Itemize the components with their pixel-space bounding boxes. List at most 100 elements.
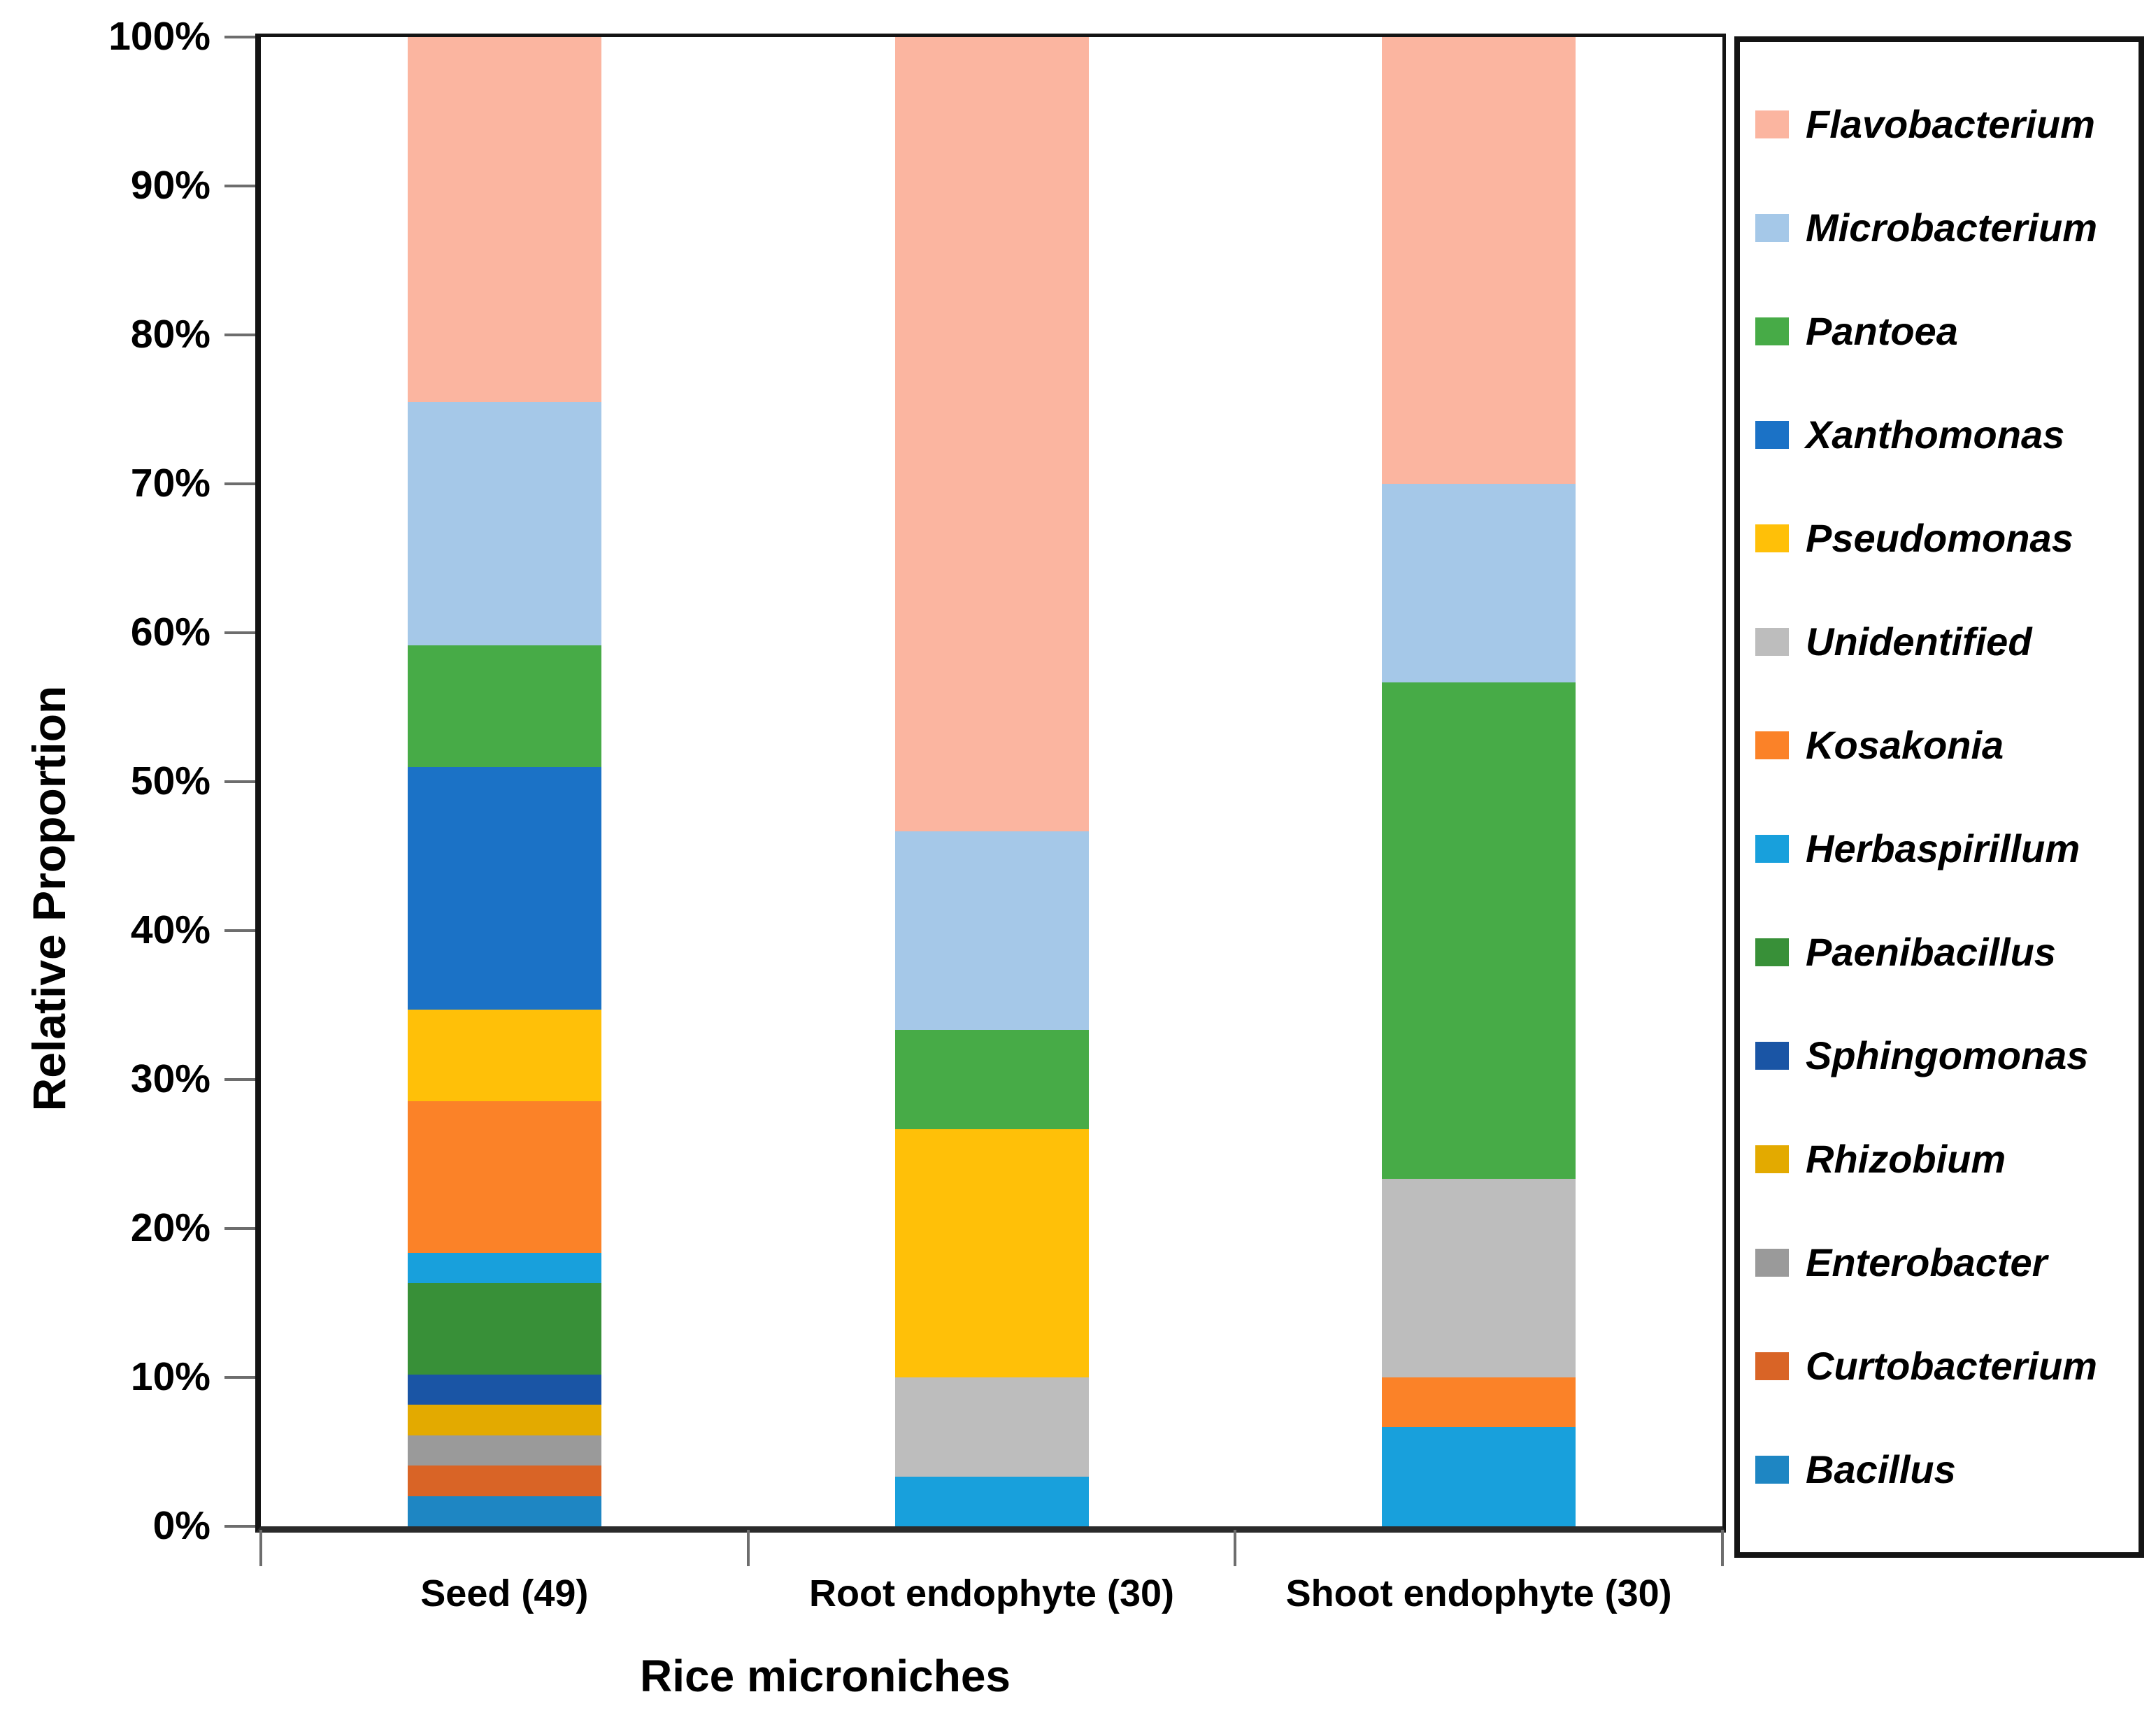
legend-swatch-enterobacter	[1755, 1249, 1789, 1277]
y-tick-label: 20%	[130, 1205, 210, 1250]
legend-item-paenibacillus: Paenibacillus	[1755, 931, 2139, 973]
legend-swatch-pseudomonas	[1755, 524, 1789, 552]
y-tick	[224, 780, 255, 783]
y-tick-label: 80%	[130, 312, 210, 357]
bar-segment-kosakonia	[407, 1101, 601, 1253]
legend-label-microbacterium: Microbacterium	[1806, 206, 2097, 250]
y-tick	[224, 929, 255, 932]
plot-area	[255, 34, 1726, 1533]
legend-item-microbacterium: Microbacterium	[1755, 207, 2139, 249]
legend-swatch-unidentified	[1755, 628, 1789, 656]
y-tick-label: 90%	[130, 163, 210, 208]
x-axis-title: Rice microniches	[640, 1651, 1011, 1701]
y-tick	[224, 1227, 255, 1230]
bar-segment-paenibacillus	[407, 1283, 601, 1375]
legend-label-pantoea: Pantoea	[1806, 309, 1958, 353]
y-tick-label: 10%	[130, 1354, 210, 1399]
y-tick-label: 0%	[152, 1503, 210, 1548]
x-category-label-root-endophyte-30-: Root endophyte (30)	[809, 1572, 1174, 1614]
x-tick	[1234, 1530, 1237, 1566]
legend-item-kosakonia: Kosakonia	[1755, 724, 2139, 766]
legend-box: Flavobacterium Microbacterium Pantoea Xanth…	[1734, 36, 2144, 1558]
x-tick	[259, 1530, 262, 1566]
y-tick	[224, 185, 255, 187]
bar-seed-49-	[407, 37, 601, 1526]
legend-swatch-flavobacterium	[1755, 110, 1789, 138]
legend-swatch-curtobacterium	[1755, 1352, 1789, 1380]
bar-segment-unidentified	[1382, 1179, 1576, 1377]
y-tick	[224, 1525, 255, 1528]
y-tick-label: 40%	[130, 908, 210, 952]
legend-label-unidentified: Unidentified	[1806, 619, 2032, 664]
y-tick-label: 30%	[130, 1056, 210, 1101]
y-tick-label: 60%	[130, 610, 210, 654]
legend-swatch-pantoea	[1755, 317, 1789, 345]
x-category-label-shoot-endophyte-30-: Shoot endophyte (30)	[1285, 1572, 1672, 1614]
legend-item-pseudomonas: Pseudomonas	[1755, 517, 2139, 559]
bar-segment-pantoea	[1382, 682, 1576, 1180]
bar-segment-pantoea	[407, 645, 601, 767]
x-tick	[746, 1530, 750, 1566]
bar-segment-pseudomonas	[407, 1010, 601, 1101]
y-tick-label: 70%	[130, 461, 210, 506]
legend-label-kosakonia: Kosakonia	[1806, 723, 2004, 767]
legend-item-rhizobium: Rhizobium	[1755, 1138, 2139, 1180]
legend-label-flavobacterium: Flavobacterium	[1806, 102, 2095, 146]
legend-item-flavobacterium: Flavobacterium	[1755, 103, 2139, 145]
legend-swatch-herbaspirillum	[1755, 835, 1789, 863]
bar-segment-unidentified	[894, 1377, 1089, 1477]
legend-swatch-paenibacillus	[1755, 938, 1789, 966]
bar-segment-flavobacterium	[407, 37, 601, 402]
bar-segment-rhizobium	[407, 1405, 601, 1435]
legend-label-herbaspirillum: Herbaspirillum	[1806, 826, 2080, 870]
legend-swatch-bacillus	[1755, 1456, 1789, 1484]
bar-segment-herbaspirillum	[1382, 1426, 1576, 1526]
y-axis-title: Relative Proportion	[23, 685, 75, 1112]
bar-segment-bacillus	[407, 1496, 601, 1526]
legend-label-enterobacter: Enterobacter	[1806, 1240, 2048, 1284]
y-tick-label: 50%	[130, 759, 210, 803]
legend-swatch-sphingomonas	[1755, 1042, 1789, 1070]
legend-item-bacillus: Bacillus	[1755, 1449, 2139, 1491]
y-tick	[224, 1078, 255, 1081]
y-tick	[224, 631, 255, 634]
bar-segment-sphingomonas	[407, 1374, 601, 1405]
legend-item-sphingomonas: Sphingomonas	[1755, 1035, 2139, 1077]
legend-swatch-kosakonia	[1755, 731, 1789, 759]
bar-segment-pseudomonas	[894, 1128, 1089, 1377]
bar-segment-microbacterium	[894, 831, 1089, 1030]
bar-segment-kosakonia	[1382, 1377, 1576, 1427]
y-tick	[224, 1376, 255, 1379]
legend-label-sphingomonas: Sphingomonas	[1806, 1033, 2089, 1077]
bar-segment-flavobacterium	[1382, 37, 1576, 485]
y-tick	[224, 482, 255, 485]
bar-root-endophyte-30-	[894, 37, 1089, 1526]
legend-swatch-rhizobium	[1755, 1145, 1789, 1173]
legend-item-pantoea: Pantoea	[1755, 310, 2139, 352]
legend-item-herbaspirillum: Herbaspirillum	[1755, 828, 2139, 870]
legend-label-curtobacterium: Curtobacterium	[1806, 1344, 2097, 1388]
bar-segment-curtobacterium	[407, 1465, 601, 1496]
legend-label-xanthomonas: Xanthomonas	[1806, 413, 2065, 457]
legend-label-bacillus: Bacillus	[1806, 1447, 1956, 1491]
legend-label-pseudomonas: Pseudomonas	[1806, 516, 2073, 560]
bar-segment-xanthomonas	[407, 766, 601, 1010]
bar-segment-herbaspirillum	[407, 1252, 601, 1284]
plot-inner	[261, 37, 1722, 1526]
legend-label-paenibacillus: Paenibacillus	[1806, 930, 2056, 974]
x-category-label-seed-49-: Seed (49)	[420, 1572, 589, 1614]
bar-segment-enterobacter	[407, 1435, 601, 1466]
bar-segment-pantoea	[894, 1029, 1089, 1129]
legend-label-rhizobium: Rhizobium	[1806, 1137, 2006, 1181]
x-tick	[1721, 1530, 1724, 1566]
y-tick	[224, 36, 255, 38]
legend-item-unidentified: Unidentified	[1755, 621, 2139, 663]
legend-item-curtobacterium: Curtobacterium	[1755, 1345, 2139, 1387]
legend-swatch-microbacterium	[1755, 214, 1789, 242]
legend-swatch-xanthomonas	[1755, 421, 1789, 449]
bar-segment-microbacterium	[1382, 484, 1576, 683]
y-tick-label: 100%	[108, 14, 210, 59]
bar-segment-herbaspirillum	[894, 1477, 1089, 1526]
legend-item-enterobacter: Enterobacter	[1755, 1242, 2139, 1284]
